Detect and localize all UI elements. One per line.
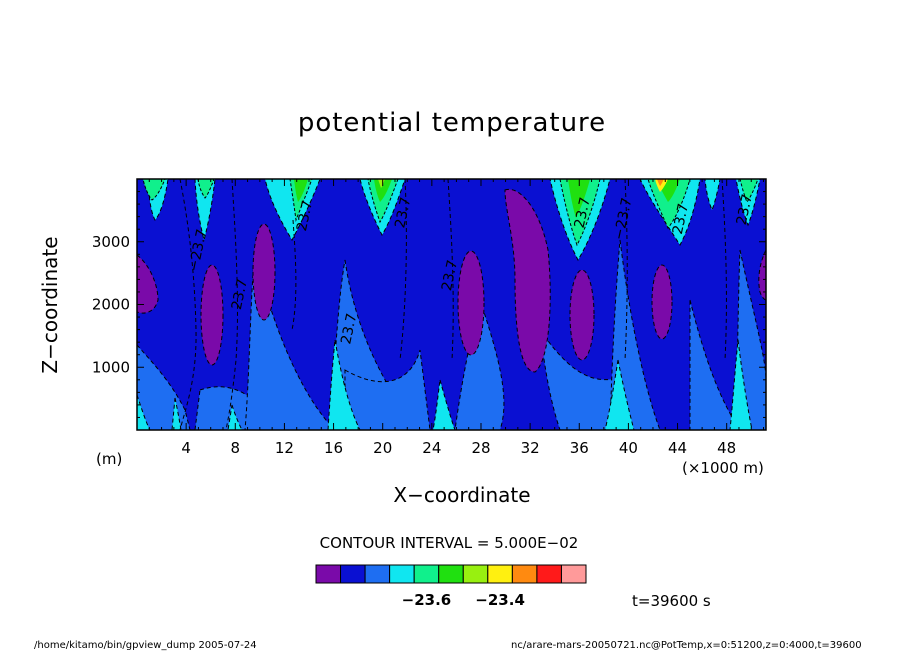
- colorbar-cell: [536, 564, 562, 584]
- colorbar-cell: [315, 564, 342, 584]
- top-bright-green: [294, 179, 680, 218]
- x-tick-label: 16: [324, 439, 343, 457]
- colorbar-cell: [364, 564, 391, 584]
- x-axis-unit: (×1000 m): [682, 459, 764, 477]
- y-tick-label: 2000: [92, 296, 130, 314]
- colorbar-cell: [413, 564, 440, 584]
- contour-label: 23.7: [439, 259, 461, 293]
- x-tick-label: 12: [275, 439, 294, 457]
- contour-label: 23.7: [572, 196, 594, 230]
- time-label: t=39600 s: [632, 592, 711, 610]
- x-axis-label: X−coordinate: [393, 483, 531, 507]
- chart-title: potential temperature: [297, 108, 607, 138]
- contour-label: 23.7: [229, 277, 251, 311]
- x-axis-ticks: [148, 179, 765, 430]
- contour-label: 23.7: [670, 202, 692, 236]
- footer-right: nc/arare-mars-20050721.nc@PotTemp,x=0:51…: [511, 640, 862, 651]
- x-tick-label: 24: [422, 439, 441, 457]
- y-axis-ticks: [137, 191, 766, 418]
- x-axis-tick-labels: 4 8 12 16 20 24 28 32 36 40 44 48: [181, 439, 736, 457]
- y-axis-label: Z−coordinate: [38, 236, 62, 374]
- top-hot: [378, 179, 668, 192]
- x-tick-label: 4: [181, 439, 191, 457]
- colorbar-label: −23.4: [475, 591, 525, 609]
- top-green: [142, 179, 759, 247]
- colorbar-cell: [389, 564, 415, 584]
- x-tick-label: 40: [619, 439, 638, 457]
- x-tick-label: 44: [668, 439, 687, 457]
- footer-left: /home/kitamo/bin/gpview_dump 2005-07-24: [34, 640, 257, 651]
- colorbar-cell: [487, 564, 513, 584]
- contour-label: 23.7: [338, 312, 360, 346]
- x-tick-label: 36: [570, 439, 589, 457]
- colorbar-cell: [462, 564, 489, 584]
- x-tick-label: 48: [717, 439, 736, 457]
- x-tick-label: 32: [521, 439, 540, 457]
- colorbar-cell: [438, 564, 464, 584]
- x-tick-label: 20: [373, 439, 392, 457]
- colorbar-cell: [340, 564, 366, 584]
- contour-label: 23.7: [392, 196, 414, 230]
- y-axis-unit: (m): [96, 450, 123, 468]
- colorbar-cell: [511, 564, 538, 584]
- core-field: [137, 188, 766, 373]
- y-axis-tick-labels: 1000 2000 3000: [92, 233, 130, 377]
- contour-lines: [179, 179, 727, 430]
- contour-interval-label: CONTOUR INTERVAL = 5.000E−02: [319, 534, 579, 552]
- contour-label: 23.7: [734, 193, 756, 227]
- y-tick-label: 3000: [92, 233, 130, 251]
- colorbar-label: −23.6: [402, 591, 452, 609]
- x-tick-label: 28: [471, 439, 490, 457]
- x-tick-label: 8: [231, 439, 241, 457]
- colorbar-cell: [560, 564, 587, 584]
- y-tick-label: 1000: [92, 358, 130, 376]
- contour-label: 23.7: [294, 199, 316, 233]
